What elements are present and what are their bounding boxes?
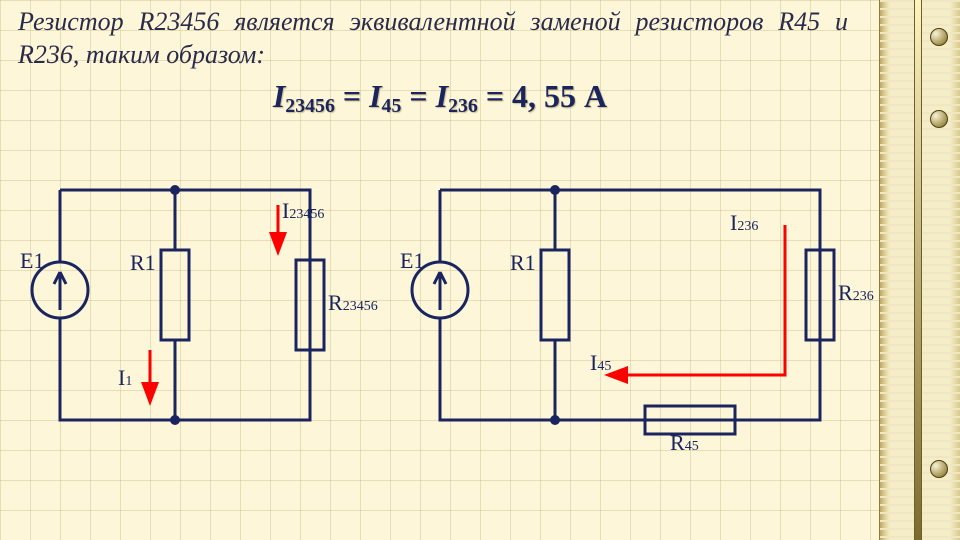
circuits-area: E1 R1 R23456 I1 I23456 <box>0 150 880 530</box>
label-E1-right: E1 <box>400 248 424 273</box>
label-E1: E1 <box>20 248 44 273</box>
equation-unit: А <box>584 78 607 114</box>
headline-text: Резистор R23456 является эквивалентной з… <box>18 6 848 71</box>
circuit-right: E1 R1 R236 R45 I236 I45 <box>400 185 874 455</box>
label-R1: R1 <box>130 250 156 275</box>
equation-variable: I <box>369 78 381 114</box>
label-I236: I236 <box>730 210 758 235</box>
ruler-sidebar <box>879 0 960 540</box>
label-R236: R236 <box>838 280 874 305</box>
page-root: Резистор R23456 является эквивалентной з… <box>0 0 960 540</box>
equation-variable: I <box>436 78 448 114</box>
circuit-left: E1 R1 R23456 I1 I23456 <box>20 185 378 425</box>
equation-subscript: 45 <box>382 95 402 117</box>
label-R1-right: R1 <box>510 250 536 275</box>
label-I1: I1 <box>118 365 132 390</box>
label-R23456: R23456 <box>328 290 378 315</box>
equation: I23456 = I45 = I236 = 4, 55 А <box>0 78 880 118</box>
equation-subscript: 23456 <box>285 95 335 117</box>
label-I45: I45 <box>590 350 611 375</box>
equation-subscript: 236 <box>448 95 478 117</box>
equation-value: 4, 55 <box>512 78 576 114</box>
equation-variable: I <box>273 78 285 114</box>
ruler-screw <box>930 460 948 478</box>
ruler-screw <box>930 110 948 128</box>
label-I23456: I23456 <box>282 198 324 223</box>
ruler-screw <box>930 28 948 46</box>
